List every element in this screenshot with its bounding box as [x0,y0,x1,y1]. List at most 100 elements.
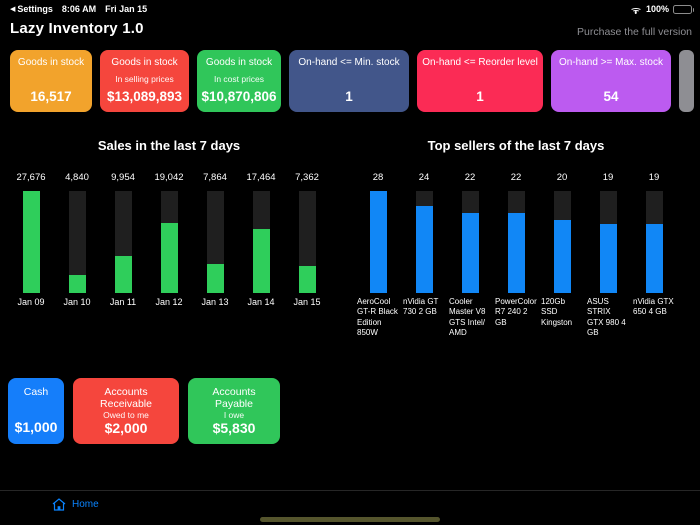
finance-card-value: $1,000 [14,419,58,435]
home-indicator[interactable] [260,517,440,522]
sales-chart-title: Sales in the last 7 days [97,138,241,153]
bar-fill [22,191,40,293]
finance-card-title: Accounts Receivable [100,386,152,410]
bar-fill [645,223,663,293]
kpi-card-partial-offscreen[interactable] [679,50,694,112]
finance-card-title: Accounts Payable [212,386,256,410]
page-title: Lazy Inventory 1.0 [10,20,144,37]
bar-value-label: 17,464 [246,172,276,183]
bar-track [68,191,86,293]
bar-fill [461,212,479,293]
kpi-card-stock-selling-prices[interactable]: Goods in stock In selling prices $13,089… [100,50,189,112]
kpi-card-value: 16,517 [30,89,72,104]
kpi-card-title: Goods in stock [17,57,85,68]
kpi-card-subtitle: In cost prices [213,73,265,84]
bar-fill [160,222,178,293]
bar-fill [415,205,433,293]
bar-fill [68,275,86,293]
home-icon [52,498,66,511]
status-date: Fri Jan 15 [105,4,148,14]
bar-value-label: 4,840 [65,172,89,183]
bar-value-label: 19,042 [154,172,184,183]
bar-category-label: Jan 10 [63,297,91,307]
kpi-card-value: $10,870,806 [201,89,277,104]
status-time: 8:06 AM [61,4,97,14]
bar-category-label: nVidia GTX 650 4 GB [633,297,674,317]
kpi-card-title: On-hand >= Max. stock [559,57,663,68]
bar-column: 22 Cooler Master V8 GTS Intel/ AMD [447,172,493,339]
bar-track [553,191,571,293]
bar-track [369,191,387,293]
bar-category-label: nVidia GT 730 2 GB [403,297,439,317]
bar-category-label: Jan 14 [247,297,275,307]
bar-fill [252,228,270,293]
top-sellers-chart-title: Top sellers of the last 7 days [427,138,605,153]
kpi-card-max-stock[interactable]: On-hand >= Max. stock 54 [551,50,671,112]
bar-column: 24 nVidia GT 730 2 GB [401,172,447,339]
bar-value-label: 24 [418,172,430,183]
kpi-card-min-stock[interactable]: On-hand <= Min. stock 1 [289,50,409,112]
kpi-card-title: On-hand <= Reorder level [422,57,538,68]
top-sellers-chart: Top sellers of the last 7 days 28 AeroCoo… [355,138,677,339]
finance-card-subtitle: I owe [223,410,245,420]
bar-column: 4,840 Jan 10 [54,172,100,307]
kpi-card-subtitle: In selling prices [115,73,174,84]
bar-fill [114,256,132,293]
bar-fill [206,264,224,293]
battery-percent: 100% [645,4,669,14]
bar-value-label: 7,362 [295,172,319,183]
bar-track [206,191,224,293]
finance-card-value: $2,000 [104,420,148,436]
kpi-card-title: On-hand <= Min. stock [298,57,400,68]
bar-value-label: 22 [464,172,476,183]
bar-column: 19 ASUS STRIX GTX 980 4 GB [585,172,631,339]
bar-value-label: 19 [602,172,614,183]
kpi-card-title: Goods in stock [205,57,273,68]
bar-fill [599,223,617,293]
kpi-card-reorder-level[interactable]: On-hand <= Reorder level 1 [417,50,543,112]
status-bar-left: ◀ Settings 8:06 AM Fri Jan 15 [10,4,147,14]
back-arrow-icon: ◀ [10,5,16,13]
bar-column: 22 PowerColor R7 240 2 GB [493,172,539,339]
top-sellers-chart-bars: 28 AeroCool GT-R Black Edition 850W 24 nVid… [355,172,677,339]
kpi-card-goods-in-stock[interactable]: Goods in stock 16,517 [10,50,92,112]
bar-value-label: 20 [556,172,568,183]
sales-chart: Sales in the last 7 days 27,676 Jan 09 4,8… [8,138,330,307]
tab-bar: Home [0,490,700,525]
bar-category-label: 120Gb SSD Kingston [541,297,573,327]
kpi-card-value: $13,089,893 [106,89,183,104]
bar-fill [298,265,316,293]
bar-column: 19 nVidia GTX 650 4 GB [631,172,677,339]
bar-track [252,191,270,293]
bar-value-label: 9,954 [111,172,135,183]
purchase-full-version-link[interactable]: Purchase the full version [577,26,692,38]
tab-home[interactable]: Home [52,498,99,511]
back-to-settings-link[interactable]: ◀ Settings [10,4,53,14]
battery-icon [673,4,694,14]
status-bar-right: 100% [629,4,694,14]
header: Lazy Inventory 1.0 Purchase the full ver… [10,20,692,38]
bar-track [114,191,132,293]
kpi-card-value: 1 [345,89,353,104]
kpi-card-stock-cost-prices[interactable]: Goods in stock In cost prices $10,870,80… [197,50,281,112]
bar-track [160,191,178,293]
finance-card-accounts-receivable[interactable]: Accounts Receivable Owed to me $2,000 [73,378,179,444]
finance-card-cash[interactable]: Cash $1,000 [8,378,64,444]
bar-column: 7,864 Jan 13 [192,172,238,307]
bar-fill [507,212,525,293]
bar-category-label: Jan 15 [293,297,321,307]
finance-card-title: Cash [23,386,49,398]
bar-value-label: 28 [372,172,384,183]
bar-fill [369,191,387,293]
bar-category-label: ASUS STRIX GTX 980 4 GB [587,297,626,338]
finance-card-subtitle: Owed to me [103,410,149,420]
bar-column: 9,954 Jan 11 [100,172,146,307]
bar-category-label: Jan 13 [201,297,229,307]
bar-value-label: 7,864 [203,172,227,183]
kpi-card-value: 1 [476,89,484,104]
bar-column: 19,042 Jan 12 [146,172,192,307]
status-bar: ◀ Settings 8:06 AM Fri Jan 15 100% [0,0,700,16]
bar-track [507,191,525,293]
finance-card-accounts-payable[interactable]: Accounts Payable I owe $5,830 [188,378,280,444]
bar-category-label: Jan 12 [155,297,183,307]
